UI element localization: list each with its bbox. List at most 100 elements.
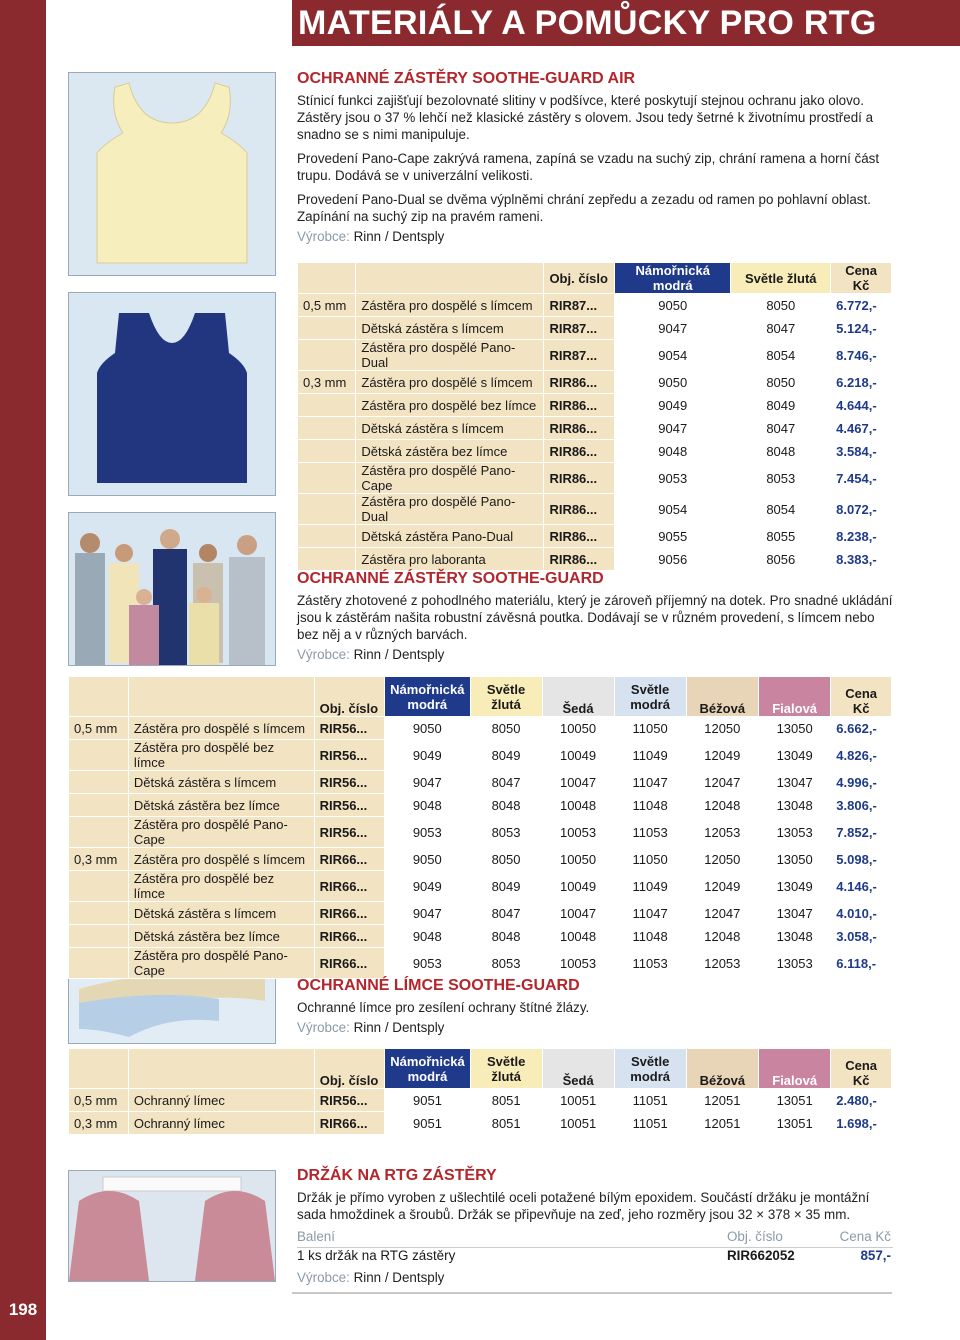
manufacturer-label: Výrobce: bbox=[297, 1270, 350, 1285]
table-cell: 13047 bbox=[757, 901, 832, 925]
section-soothe-guard: OCHRANNÉ ZÁSTĚRY SOOTHE-GUARD Zástěry zh… bbox=[297, 570, 893, 662]
table-cell: 11047 bbox=[613, 901, 687, 925]
table-cell: 8056 bbox=[730, 547, 832, 571]
table-cell: RIR86... bbox=[543, 393, 616, 417]
table-row: Dětská zástěra s límcem RIR56... 9047 8047 1… bbox=[68, 770, 892, 794]
table-cell bbox=[68, 901, 129, 925]
table-row: Zástěra pro dospělé Pano-Cape RIR66... 905… bbox=[68, 947, 892, 979]
table-row: Dětská zástěra bez límce RIR66... 9048 8048… bbox=[68, 924, 892, 948]
table-cell: 12051 bbox=[685, 1088, 760, 1112]
table-cell bbox=[68, 770, 129, 794]
table-cell: 0,3 mm bbox=[296, 370, 357, 394]
table-cell: 8054 bbox=[730, 339, 832, 371]
table-cell: 12051 bbox=[685, 1111, 760, 1135]
manufacturer-line: Výrobce: Rinn / Dentsply bbox=[297, 647, 893, 662]
table-cell: Dětská zástěra bez límce bbox=[355, 439, 545, 463]
holder-item: 1 ks držák na RTG zástěry bbox=[297, 1248, 456, 1263]
table-cell: 4.996,- bbox=[830, 770, 892, 794]
table-cell: Dětská zástěra s límcem bbox=[355, 316, 545, 340]
price-table-air: Obj. číslo Námořnická modrá Světle žlutá… bbox=[296, 262, 892, 571]
table-cell: 10053 bbox=[541, 816, 615, 848]
table-row: 0,3 mm Ochranný límec RIR66... 9051 8051 1005… bbox=[68, 1111, 892, 1135]
table-cell: 9048 bbox=[384, 924, 471, 948]
table-cell: 10049 bbox=[541, 870, 615, 902]
manufacturer-line: Výrobce: Rinn / Dentsply bbox=[297, 1270, 893, 1285]
table-cell: 13048 bbox=[757, 924, 832, 948]
table-cell: 12050 bbox=[685, 716, 759, 740]
table-cell: RIR87... bbox=[543, 316, 616, 340]
table-cell: RIR56... bbox=[313, 816, 386, 848]
table-cell: 10053 bbox=[541, 947, 615, 979]
col-header: Cena Kč bbox=[830, 676, 892, 717]
price-table-collars: Obj. číslo Námořnická modrá Světle žlutá… bbox=[68, 1048, 892, 1135]
table-cell: 9053 bbox=[384, 816, 471, 848]
table-cell: 13049 bbox=[757, 739, 832, 771]
table-cell: RIR86... bbox=[543, 370, 616, 394]
table-cell: 8047 bbox=[469, 901, 543, 925]
col-header-cena: Cena Kč bbox=[839, 1229, 891, 1244]
table-cell: 13053 bbox=[757, 816, 832, 848]
table-cell: 6.662,- bbox=[830, 716, 892, 740]
table-cell: Zástěra pro dospělé Pano-Dual bbox=[355, 493, 545, 525]
col-header: Námořnická modrá bbox=[614, 262, 732, 294]
col-header: Šedá bbox=[541, 1048, 615, 1089]
table-cell: 12053 bbox=[685, 816, 759, 848]
table-row: 0,5 mm Zástěra pro dospělé s límcem RIR56.… bbox=[68, 716, 892, 740]
table-cell: 12047 bbox=[685, 901, 759, 925]
table-cell: 11050 bbox=[613, 847, 687, 871]
table-cell: 8055 bbox=[730, 524, 832, 548]
table-cell: Zástěra pro dospělé Pano-Dual bbox=[355, 339, 545, 371]
table-cell: 4.010,- bbox=[830, 901, 892, 925]
table-cell: 9050 bbox=[384, 716, 471, 740]
apron-yellow-photo bbox=[68, 72, 276, 276]
table-cell: 12049 bbox=[685, 870, 759, 902]
holder-price: 857,- bbox=[860, 1248, 891, 1263]
table-row: Zástěra pro dospělé bez límce RIR56... 904… bbox=[68, 739, 892, 771]
table-cell: 9051 bbox=[384, 1111, 471, 1135]
table-cell: 5.124,- bbox=[830, 316, 892, 340]
col-header: Cena Kč bbox=[830, 262, 892, 294]
table-cell: 0,3 mm bbox=[68, 1111, 129, 1135]
table-cell: 13047 bbox=[757, 770, 832, 794]
table-cell: 9047 bbox=[614, 416, 732, 440]
table-cell: 11049 bbox=[613, 739, 687, 771]
table-row: 0,5 mm Ochranný límec RIR56... 9051 8051 1005… bbox=[68, 1088, 892, 1112]
page-number: 198 bbox=[8, 1300, 38, 1319]
table-cell: 9048 bbox=[614, 439, 732, 463]
table-cell: 9056 bbox=[614, 547, 732, 571]
col-header: Šedá bbox=[541, 676, 615, 717]
col-header: Béžová bbox=[685, 676, 759, 717]
col-header: Námořnická modrá bbox=[384, 676, 471, 717]
table-cell: 4.644,- bbox=[830, 393, 892, 417]
table-cell: 9055 bbox=[614, 524, 732, 548]
manufacturer-value: Rinn / Dentsply bbox=[353, 647, 445, 662]
table-row: 0,5 mm Zástěra pro dospělé s límcem RIR87.… bbox=[296, 293, 892, 317]
table-cell bbox=[68, 793, 129, 817]
table-cell: 4.826,- bbox=[830, 739, 892, 771]
page-header: MATERIÁLY A POMŮCKY PRO RTG bbox=[292, 0, 960, 46]
table-cell: RIR66... bbox=[313, 1111, 386, 1135]
table-row: Zástěra pro dospělé Pano-Dual RIR86... 905… bbox=[296, 493, 892, 525]
table-cell: Zástěra pro dospělé Pano-Cape bbox=[127, 816, 315, 848]
table-cell: Dětská zástěra s límcem bbox=[127, 770, 315, 794]
table-cell: 8049 bbox=[469, 870, 543, 902]
table-cell: 8053 bbox=[469, 947, 543, 979]
table-cell: 13048 bbox=[757, 793, 832, 817]
table-cell: Dětská zástěra s límcem bbox=[127, 901, 315, 925]
table-cell: 8050 bbox=[469, 847, 543, 871]
table-cell: 9047 bbox=[384, 901, 471, 925]
table-row: Zástěra pro laboranta RIR86... 9056 8056 8.3… bbox=[296, 547, 892, 571]
table-cell: 13050 bbox=[757, 847, 832, 871]
table-cell: 0,5 mm bbox=[68, 1088, 129, 1112]
section-paragraph: Provedení Pano-Dual se dvěma výplněmi ch… bbox=[297, 192, 871, 224]
table-cell bbox=[296, 316, 357, 340]
table-cell: 9053 bbox=[384, 947, 471, 979]
holder-code: RIR662052 bbox=[727, 1248, 795, 1263]
table-cell: RIR66... bbox=[313, 870, 386, 902]
col-header: Béžová bbox=[685, 1048, 760, 1089]
col-header-obj: Obj. číslo bbox=[727, 1229, 783, 1244]
table-cell: 8050 bbox=[730, 293, 832, 317]
table-cell: 9047 bbox=[384, 770, 471, 794]
table-cell: RIR87... bbox=[543, 293, 616, 317]
manufacturer-value: Rinn / Dentsply bbox=[353, 1020, 445, 1035]
